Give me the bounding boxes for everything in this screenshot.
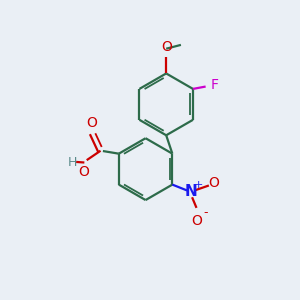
Text: O: O — [191, 214, 202, 228]
Text: F: F — [211, 78, 219, 92]
Text: O: O — [86, 116, 97, 130]
Text: O: O — [78, 165, 89, 179]
Text: O: O — [161, 40, 172, 54]
Text: N: N — [184, 184, 197, 199]
Text: +: + — [193, 180, 203, 190]
Text: O: O — [209, 176, 220, 190]
Text: -: - — [203, 206, 208, 219]
Text: H: H — [67, 156, 77, 169]
